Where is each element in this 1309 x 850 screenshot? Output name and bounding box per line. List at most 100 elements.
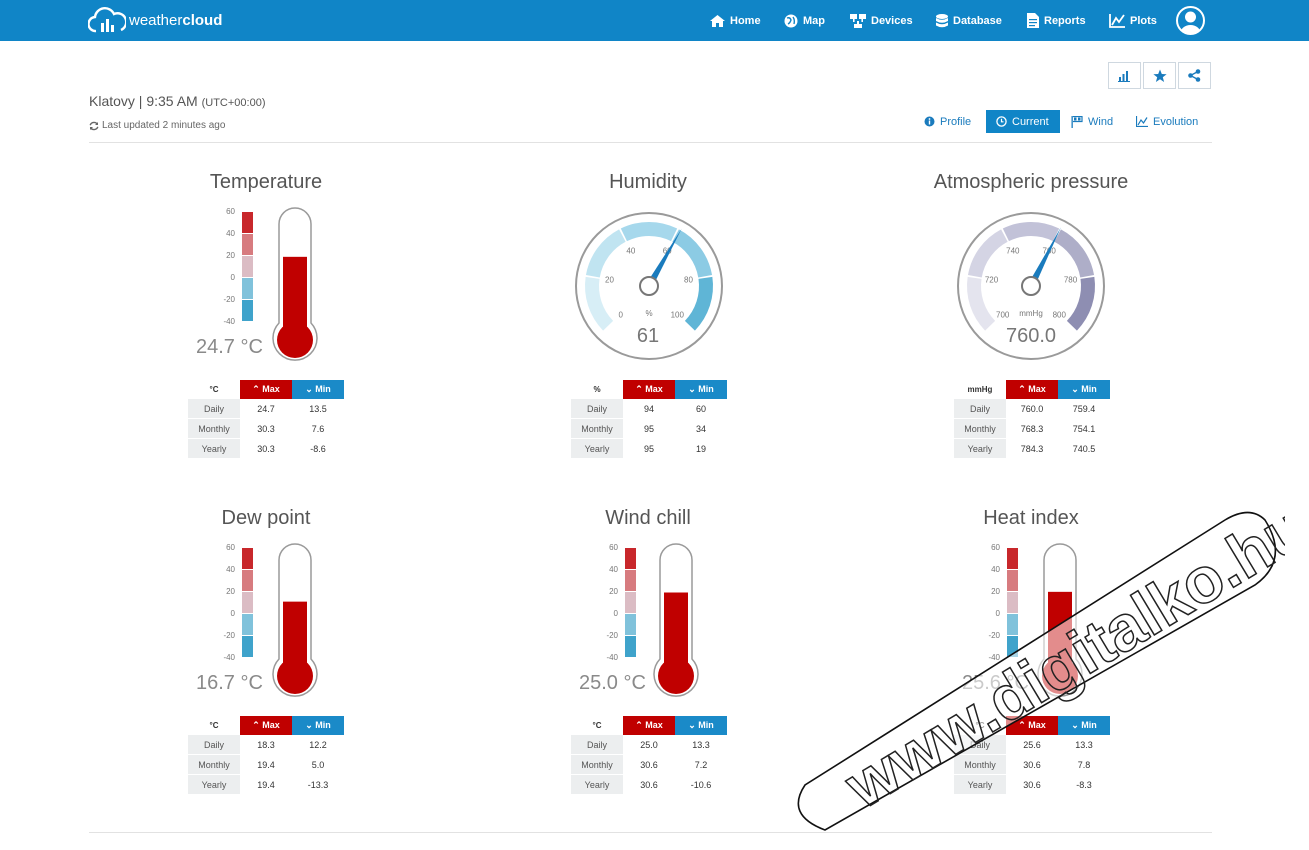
- gauge-tick-label: 780: [1064, 276, 1078, 285]
- humidity-stats-table: % ⌃ Max ⌄ Min Daily 94 60 Monthly 95 34 Yearly…: [571, 380, 727, 459]
- scale-segment-cool: [1007, 614, 1018, 635]
- share-icon: [1188, 69, 1201, 82]
- nav-devices-label: Devices: [871, 15, 913, 27]
- scale-segment-hot: [242, 212, 253, 233]
- globe-icon: [784, 14, 798, 28]
- header-divider: [89, 142, 1212, 143]
- brand-logo[interactable]: weather cloud: [88, 6, 222, 34]
- clock-icon: [996, 116, 1007, 127]
- gauge-tick-label: 700: [996, 310, 1010, 319]
- scale-segment-cool: [242, 614, 253, 635]
- scale-segment-warm: [625, 570, 636, 591]
- max-header: ⌃ Max: [1006, 716, 1058, 735]
- favorite-button[interactable]: [1143, 62, 1176, 89]
- max-header: ⌃ Max: [1006, 380, 1058, 399]
- temperature-title: Temperature: [116, 171, 416, 194]
- min-header: ⌄ Min: [292, 716, 344, 735]
- chevron-down-icon: ⌄: [1071, 384, 1079, 394]
- gauge-tick-label: 100: [671, 310, 685, 319]
- tab-profile-label: Profile: [940, 116, 971, 128]
- tab-evolution-label: Evolution: [1153, 116, 1198, 128]
- chevron-up-icon: ⌃: [252, 720, 260, 730]
- mercury-bulb: [277, 658, 313, 694]
- station-timezone: (UTC+00:00): [202, 97, 266, 109]
- nav-database-label: Database: [953, 15, 1002, 27]
- tab-current-label: Current: [1012, 116, 1049, 128]
- scale-segment-warm: [242, 234, 253, 255]
- max-header: ⌃ Max: [623, 380, 675, 399]
- min-header: ⌄ Min: [675, 716, 727, 735]
- nav-map[interactable]: Map: [784, 0, 825, 41]
- temperature-thermometer: [272, 207, 318, 365]
- gauge-unit-label: mmHg: [1019, 309, 1043, 318]
- nav-devices[interactable]: Devices: [850, 0, 913, 41]
- pressure-value: 760.0: [951, 325, 1111, 348]
- chevron-down-icon: ⌄: [305, 720, 313, 730]
- last-updated: Last updated 2 minutes ago: [89, 120, 225, 131]
- gauge-hub: [1022, 277, 1040, 295]
- scale-segment-warm: [1007, 570, 1018, 591]
- scale-segment-hot: [1007, 548, 1018, 569]
- heatindex-value: 25.6 °C: [962, 672, 1029, 695]
- gauge-tick-label: 740: [1006, 246, 1020, 255]
- scale-segment-cold: [625, 636, 636, 657]
- max-header: ⌃ Max: [240, 380, 292, 399]
- dewpoint-thermometer: [272, 543, 318, 701]
- nav-home-label: Home: [730, 15, 761, 27]
- nav-reports[interactable]: Reports: [1027, 0, 1086, 41]
- mercury-bulb: [658, 658, 694, 694]
- flag-icon: [1071, 116, 1083, 128]
- scale-segment-cool: [625, 614, 636, 635]
- scale-segment-mild: [242, 256, 253, 277]
- chevron-down-icon: ⌄: [688, 384, 696, 394]
- min-header: ⌄ Min: [292, 380, 344, 399]
- info-icon: [924, 116, 935, 127]
- share-button[interactable]: [1178, 62, 1211, 89]
- footer-divider: [89, 832, 1212, 833]
- chevron-down-icon: ⌄: [688, 720, 696, 730]
- heatindex-thermometer: [1037, 543, 1083, 701]
- unit-label: °C: [954, 716, 1006, 735]
- top-navbar: weather cloud Home Map Devices Database R…: [0, 0, 1309, 41]
- nav-map-label: Map: [803, 15, 825, 27]
- station-name-time: Klatovy | 9:35 AM: [89, 93, 198, 109]
- nav-reports-label: Reports: [1044, 15, 1086, 27]
- min-header: ⌄ Min: [1058, 716, 1110, 735]
- nav-home[interactable]: Home: [710, 0, 761, 41]
- gauge-tick-label: 800: [1053, 310, 1067, 319]
- gauge-tick-label: 0: [618, 310, 623, 319]
- windchill-thermometer: [653, 543, 699, 701]
- scale-segment-hot: [242, 548, 253, 569]
- database-icon: [936, 14, 948, 28]
- scale-segment-mild: [1007, 592, 1018, 613]
- chevron-up-icon: ⌃: [635, 720, 643, 730]
- windchill-stats-table: °C ⌃ Max ⌄ Min Daily 25.0 13.3 Monthly 30.6 7.…: [571, 716, 727, 795]
- windchill-title: Wind chill: [498, 507, 798, 530]
- devices-icon: [850, 14, 866, 28]
- line-chart-icon: [1109, 14, 1125, 28]
- brand-name: weather: [129, 12, 182, 29]
- min-header: ⌄ Min: [1058, 380, 1110, 399]
- tab-profile[interactable]: Profile: [924, 110, 971, 133]
- user-avatar-icon[interactable]: [1176, 6, 1205, 35]
- scale-segment-cold: [1007, 636, 1018, 657]
- heatindex-title: Heat index: [881, 507, 1181, 530]
- gauge-band: [1006, 229, 1056, 235]
- brand-name-bold: cloud: [182, 12, 222, 29]
- stats-button[interactable]: [1108, 62, 1141, 89]
- windchill-value: 25.0 °C: [579, 672, 646, 695]
- scale-segment-hot: [625, 548, 636, 569]
- unit-label: °C: [188, 380, 240, 399]
- nav-database[interactable]: Database: [936, 0, 1002, 41]
- bar-chart-icon: [1118, 70, 1131, 82]
- tab-evolution[interactable]: Evolution: [1136, 110, 1198, 133]
- tab-current[interactable]: Current: [986, 110, 1060, 133]
- scale-segment-mild: [242, 592, 253, 613]
- dewpoint-value: 16.7 °C: [196, 672, 263, 695]
- nav-plots-label: Plots: [1130, 15, 1157, 27]
- home-icon: [710, 15, 725, 27]
- chevron-up-icon: ⌃: [1018, 384, 1026, 394]
- gauge-tick-label: 20: [605, 276, 614, 285]
- tab-wind[interactable]: Wind: [1071, 110, 1113, 133]
- nav-plots[interactable]: Plots: [1109, 0, 1157, 41]
